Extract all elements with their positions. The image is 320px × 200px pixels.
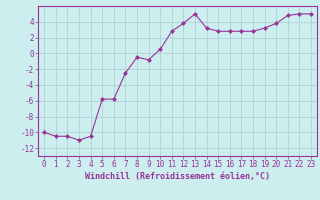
X-axis label: Windchill (Refroidissement éolien,°C): Windchill (Refroidissement éolien,°C) <box>85 172 270 181</box>
